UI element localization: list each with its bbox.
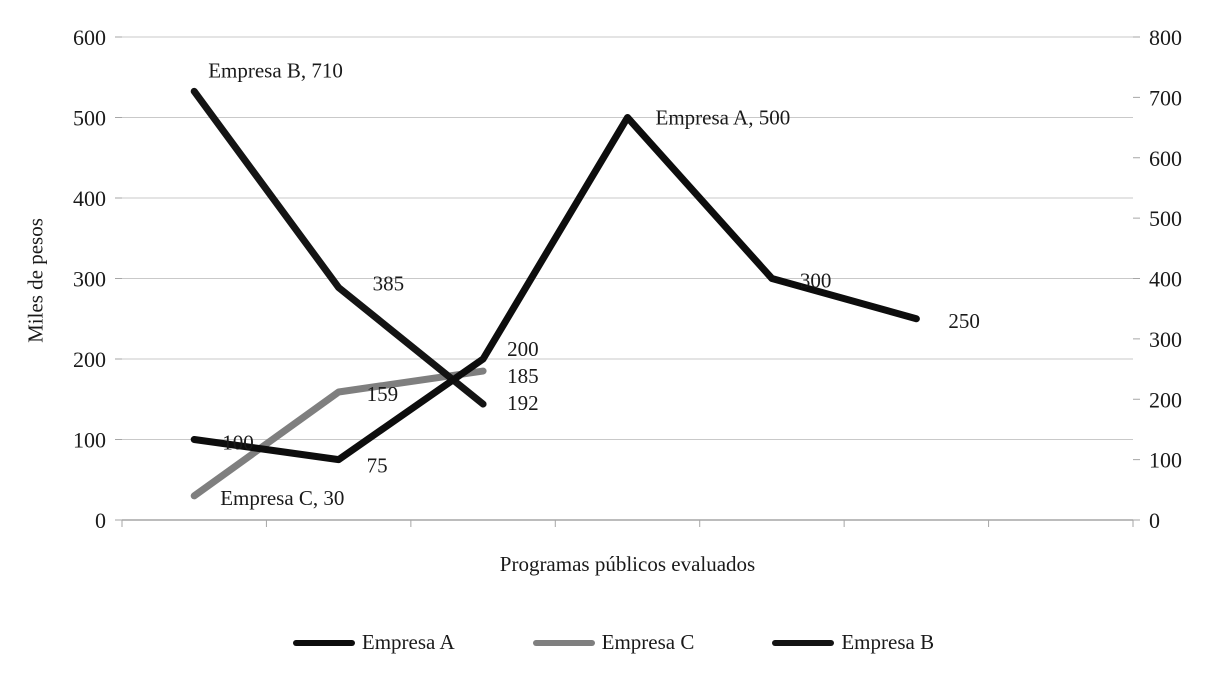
data-label: Empresa B, 710 bbox=[208, 58, 343, 82]
y-axis-title: Miles de pesos bbox=[23, 218, 48, 343]
data-label: 192 bbox=[507, 391, 538, 415]
data-label: 75 bbox=[367, 454, 388, 478]
legend-line-swatch bbox=[532, 639, 595, 646]
legend-line-swatch bbox=[772, 639, 835, 646]
y-right-tick-label: 300 bbox=[1149, 327, 1182, 352]
legend-label: Empresa C bbox=[601, 630, 695, 654]
series-line-empresa-b bbox=[190, 87, 487, 408]
legend-item-empresa-b: Empresa B bbox=[772, 630, 934, 655]
data-label: 385 bbox=[373, 272, 405, 296]
y-right-tick-label: 600 bbox=[1149, 146, 1182, 171]
chart-legend: Empresa A Empresa C Empresa B bbox=[0, 630, 1227, 655]
legend-label: Empresa B bbox=[841, 630, 935, 654]
y-left-tick-label: 600 bbox=[73, 25, 106, 50]
x-axis-title: Programas públicos evaluados bbox=[499, 552, 756, 576]
y-right-tick-label: 200 bbox=[1149, 387, 1182, 412]
y-right-tick-label: 800 bbox=[1149, 25, 1182, 50]
legend-item-empresa-c: Empresa C bbox=[532, 630, 695, 655]
data-label: Empresa C, 30 bbox=[220, 486, 344, 510]
data-label: 185 bbox=[507, 364, 538, 388]
y-left-tick-label: 0 bbox=[95, 508, 106, 533]
y-left-tick-label: 200 bbox=[73, 347, 106, 372]
y-right-tick-label: 100 bbox=[1149, 448, 1182, 473]
legend-label: Empresa A bbox=[361, 630, 455, 654]
data-label: 300 bbox=[800, 269, 832, 293]
data-label: 250 bbox=[948, 309, 980, 333]
data-label: 100 bbox=[222, 431, 254, 455]
data-label: 159 bbox=[367, 382, 399, 406]
y-right-tick-label: 700 bbox=[1149, 85, 1182, 110]
y-right-tick-label: 0 bbox=[1149, 508, 1160, 533]
y-left-tick-label: 400 bbox=[73, 186, 106, 211]
series-line-empresa-a bbox=[190, 114, 920, 464]
legend-line-swatch bbox=[292, 639, 355, 646]
y-right-tick-label: 400 bbox=[1149, 267, 1182, 292]
y-left-tick-label: 100 bbox=[73, 428, 106, 453]
y-right-tick-label: 500 bbox=[1149, 206, 1182, 231]
data-label: 200 bbox=[507, 337, 538, 361]
series-line-empresa-c bbox=[190, 367, 487, 500]
data-label: Empresa A, 500 bbox=[656, 106, 791, 130]
y-left-tick-label: 300 bbox=[73, 267, 106, 292]
legend-item-empresa-a: Empresa A bbox=[292, 630, 455, 655]
y-left-tick-label: 500 bbox=[73, 106, 106, 131]
